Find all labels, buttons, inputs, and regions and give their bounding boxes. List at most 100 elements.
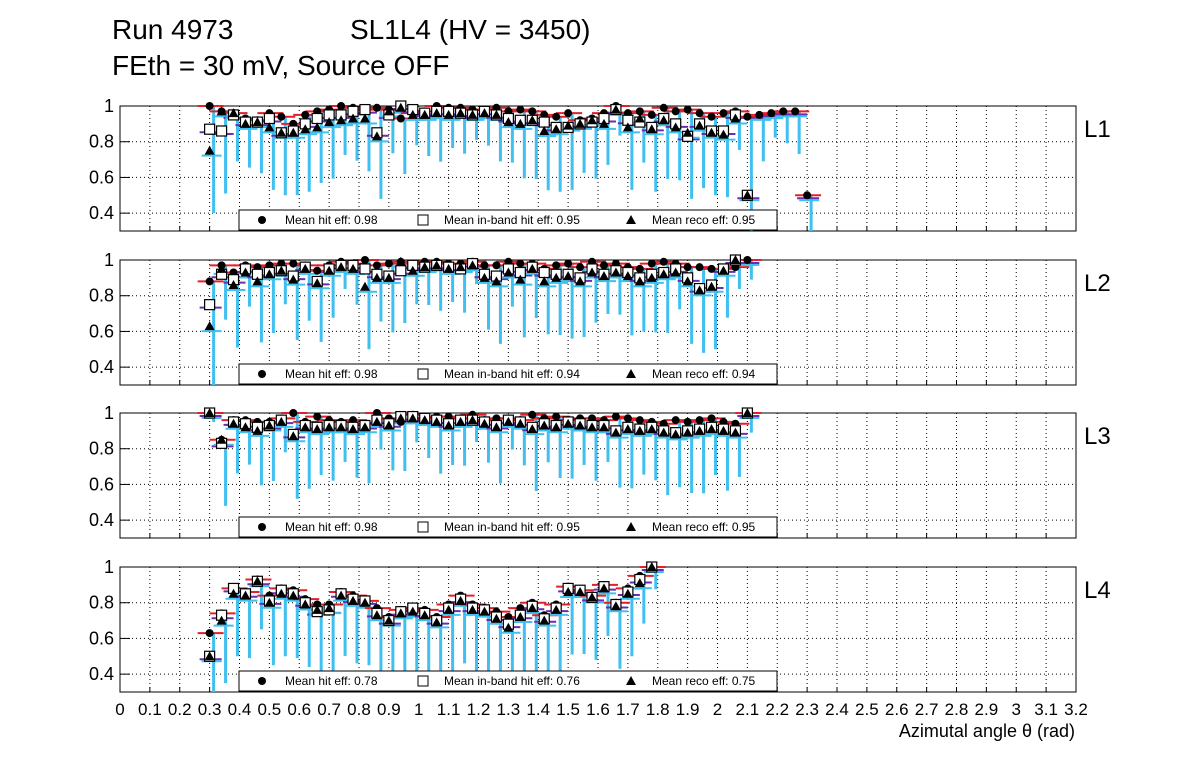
inband-marker [204, 123, 216, 135]
hit-marker [695, 109, 704, 118]
reco-marker [634, 113, 645, 123]
reco-marker [610, 427, 621, 437]
reco-marker [730, 113, 741, 123]
y-tick-label: 1 [104, 557, 114, 577]
legend-hit-marker [258, 370, 266, 378]
hit-marker [396, 114, 405, 123]
reco-marker [371, 416, 382, 426]
reco-marker [264, 420, 275, 430]
hit-marker [599, 261, 608, 270]
reco-marker [216, 434, 227, 444]
reco-marker [718, 265, 729, 275]
reco-marker [431, 260, 442, 270]
y-tick-label: 0.4 [89, 664, 114, 684]
hit-marker [372, 103, 381, 112]
reco-marker [240, 590, 251, 600]
panel-label: L1 [1084, 116, 1111, 143]
reco-marker [383, 272, 394, 282]
hit-marker [683, 105, 692, 114]
reco-marker [288, 431, 299, 441]
reco-marker [276, 588, 287, 598]
reco-marker [252, 576, 263, 586]
reco-marker [658, 269, 669, 279]
reco-marker [276, 416, 287, 426]
legend-reco-text: Mean reco eff: 0.94 [652, 367, 756, 381]
x-tick-label: 1.3 [497, 700, 521, 719]
panel-l4: 0.4 0.6 0.8 1 Mean hit eff: 0.78 Mean in-band… [89, 557, 1111, 693]
hit-marker [635, 416, 644, 425]
legend-reco-marker [626, 369, 636, 378]
hit-marker [611, 412, 620, 421]
reco-marker [587, 422, 598, 432]
reco-marker [407, 413, 418, 423]
reco-marker [539, 615, 550, 625]
reco-marker [204, 145, 215, 155]
reco-marker [706, 127, 717, 137]
reco-marker [252, 276, 263, 286]
reco-marker [383, 615, 394, 625]
reco-marker [336, 115, 347, 125]
reco-marker [467, 415, 478, 425]
hit-marker [360, 256, 369, 264]
hit-marker [659, 103, 668, 112]
reco-marker [622, 271, 633, 281]
reco-marker [264, 597, 275, 607]
hit-marker [313, 266, 322, 275]
reco-marker [348, 263, 359, 273]
reco-marker [431, 108, 442, 118]
y-tick-label: 0.4 [89, 203, 114, 223]
chamber-title: SL1L4 (HV = 3450) [350, 14, 591, 45]
x-tick-label: 2.8 [945, 700, 969, 719]
reco-marker [587, 592, 598, 602]
reco-marker [288, 590, 299, 600]
reco-marker [551, 272, 562, 282]
hit-marker [695, 263, 704, 272]
reco-marker [419, 610, 430, 620]
x-tick-label: 1.6 [586, 700, 610, 719]
reco-marker [503, 416, 514, 426]
hit-marker [576, 263, 585, 272]
inband-marker [215, 125, 228, 137]
x-tick-label: 0.9 [377, 700, 401, 719]
reco-marker [587, 267, 598, 277]
x-tick-label: 0.8 [347, 700, 371, 719]
reco-marker [455, 108, 466, 118]
reco-marker [324, 265, 335, 275]
reco-marker [551, 422, 562, 432]
reco-marker [682, 127, 693, 137]
inband-marker [263, 112, 275, 125]
reco-marker [563, 120, 574, 130]
panels-group: 0.4 0.6 0.8 1 Mean hit eff: 0.98 Mean in-band… [89, 96, 1111, 693]
reco-marker [300, 599, 311, 609]
x-tick-label: 1.4 [526, 700, 550, 719]
hit-marker [779, 107, 788, 116]
legend: Mean hit eff: 0.98 Mean in-band hit eff: … [238, 363, 778, 385]
hit-marker [659, 257, 668, 266]
hit-marker [564, 259, 573, 268]
panel-l2: 0.4 0.6 0.8 1 Mean hit eff: 0.98 Mean in-band… [89, 250, 1111, 386]
reco-marker [503, 267, 514, 277]
reco-marker [443, 420, 454, 430]
inband-marker [359, 263, 371, 275]
reco-marker [598, 422, 609, 432]
reco-marker [658, 427, 669, 437]
y-tick-label: 0.4 [89, 510, 114, 530]
reco-marker [288, 274, 299, 284]
reco-marker [467, 604, 478, 614]
reco-marker [575, 587, 586, 596]
reco-marker [575, 420, 586, 430]
reco-marker [204, 321, 215, 331]
reco-marker [587, 115, 598, 125]
hit-marker [528, 107, 537, 116]
x-tick-label: 0 [115, 700, 124, 719]
reco-marker [610, 601, 621, 611]
reco-marker [371, 610, 382, 620]
hit-marker [767, 109, 776, 118]
reco-marker [575, 276, 586, 286]
x-tick-label: 0.6 [287, 700, 311, 719]
reco-marker [515, 418, 526, 428]
hit-marker [803, 191, 812, 200]
x-tick-label: 2.3 [795, 700, 819, 719]
inband-marker [204, 299, 216, 311]
reco-marker [598, 118, 609, 128]
